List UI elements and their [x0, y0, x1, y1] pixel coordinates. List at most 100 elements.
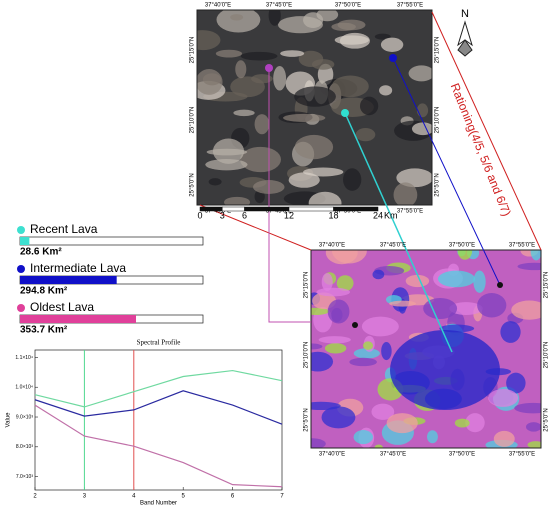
- texture-blob: [500, 321, 521, 343]
- texture-blob: [205, 159, 248, 171]
- texture-blob: [371, 403, 395, 420]
- scale-label: 18: [328, 210, 338, 220]
- area-bar: [20, 237, 30, 245]
- texture-blob: [526, 422, 541, 432]
- texture-blob: [208, 178, 222, 186]
- texture-blob: [405, 274, 430, 288]
- image-texture: [197, 10, 432, 205]
- texture-blob: [411, 122, 432, 136]
- lon-label: 37°45'0"E: [380, 452, 406, 458]
- texture-blob: [311, 59, 335, 70]
- lat-label: 25°15'0"N: [435, 37, 441, 64]
- texture-blob: [230, 14, 244, 21]
- sample-point: [497, 282, 503, 288]
- scale-segment: [333, 206, 379, 212]
- texture-blob: [316, 287, 351, 297]
- texture-blob: [530, 250, 541, 261]
- ratio-label: Rationing(4/5, 5/6 and 6/7): [448, 81, 514, 218]
- lat-label: 25°10'0"N: [304, 342, 310, 369]
- lon-label: 37°45'0"E: [266, 209, 292, 215]
- series-line: [34, 404, 283, 488]
- sample-point: [389, 54, 397, 62]
- lat-label: 25°10'0"N: [190, 107, 196, 134]
- x-tick-label: 3: [83, 494, 87, 500]
- north-arrow: [457, 20, 473, 57]
- texture-blob: [336, 275, 354, 292]
- connector: [431, 11, 542, 251]
- lat-label: 25°15'0"N: [190, 37, 196, 64]
- lon-label: 37°40'0"E: [205, 3, 231, 9]
- lat-label: 25°10'0"N: [544, 342, 550, 369]
- texture-blob: [506, 372, 526, 394]
- north-label: N: [461, 8, 469, 20]
- texture-blob: [457, 250, 473, 260]
- legend-swatch: [17, 265, 25, 273]
- texture-blob: [321, 406, 356, 429]
- scale-unit: Km: [384, 210, 398, 220]
- texture-blob: [325, 250, 358, 265]
- lon-label: 37°55'0"E: [397, 3, 423, 9]
- texture-blob: [268, 10, 281, 26]
- texture-blob: [254, 114, 270, 135]
- texture-blob: [416, 103, 429, 118]
- texture-blob: [240, 146, 281, 173]
- lon-label: 37°45'0"E: [266, 3, 292, 9]
- texture-blob: [324, 343, 347, 354]
- legend-swatch: [17, 226, 25, 234]
- texture-blob: [280, 50, 305, 57]
- texture-blob: [349, 357, 377, 367]
- x-tick-label: 7: [280, 494, 284, 500]
- texture-blob: [251, 74, 273, 84]
- texture-blob: [372, 269, 385, 280]
- texture-blob: [374, 33, 391, 40]
- scale-segment: [288, 206, 334, 212]
- texture-blob: [215, 49, 243, 58]
- lon-label: 37°50'0"E: [335, 3, 361, 9]
- texture-blob: [311, 343, 323, 350]
- texture-blob: [517, 262, 541, 271]
- connector: [268, 68, 311, 323]
- texture-blob: [240, 51, 278, 61]
- scale-label: 12: [284, 210, 294, 220]
- texture-blob: [331, 75, 369, 98]
- scale-label: 3: [220, 210, 225, 220]
- texture-blob: [303, 167, 344, 177]
- texture-blob: [465, 413, 485, 433]
- texture-blob: [235, 60, 247, 79]
- texture-blob: [379, 85, 393, 96]
- x-axis-label: Band Number: [140, 501, 177, 507]
- texture-blob: [449, 302, 483, 315]
- texture-blob: [353, 348, 380, 359]
- x-tick-label: 6: [231, 494, 235, 500]
- texture-blob: [477, 293, 507, 318]
- lat-label: 25°5'0"N: [544, 408, 550, 431]
- texture-blob: [390, 330, 500, 410]
- lat-label: 25°5'0"N: [435, 173, 441, 196]
- y-tick-label: 8.0×10³: [16, 444, 33, 450]
- texture-blob: [386, 413, 418, 434]
- texture-blob: [361, 316, 399, 337]
- connector: [344, 112, 453, 353]
- x-tick-label: 4: [132, 494, 136, 500]
- lon-label: 37°50'0"E: [449, 243, 475, 249]
- texture-blob: [511, 300, 541, 320]
- connector: [199, 204, 312, 251]
- texture-blob: [308, 191, 342, 205]
- lon-label: 37°40'0"E: [205, 209, 231, 215]
- lon-label: 37°40'0"E: [319, 452, 345, 458]
- sample-point: [341, 109, 349, 117]
- area-bar-frame: [19, 236, 204, 246]
- texture-blob: [381, 342, 392, 361]
- lon-label: 37°40'0"E: [319, 243, 345, 249]
- lon-label: 37°55'0"E: [397, 209, 423, 215]
- texture-blob: [389, 300, 417, 307]
- legend-label: Oldest Lava: [30, 300, 94, 314]
- x-tick-label: 2: [33, 494, 37, 500]
- texture-blob: [408, 65, 432, 82]
- texture-blob: [212, 138, 245, 164]
- texture-blob: [359, 96, 379, 116]
- texture-blob: [197, 30, 221, 51]
- texture-blob: [321, 273, 333, 291]
- area-bar: [20, 315, 136, 323]
- area-bar: [20, 276, 117, 284]
